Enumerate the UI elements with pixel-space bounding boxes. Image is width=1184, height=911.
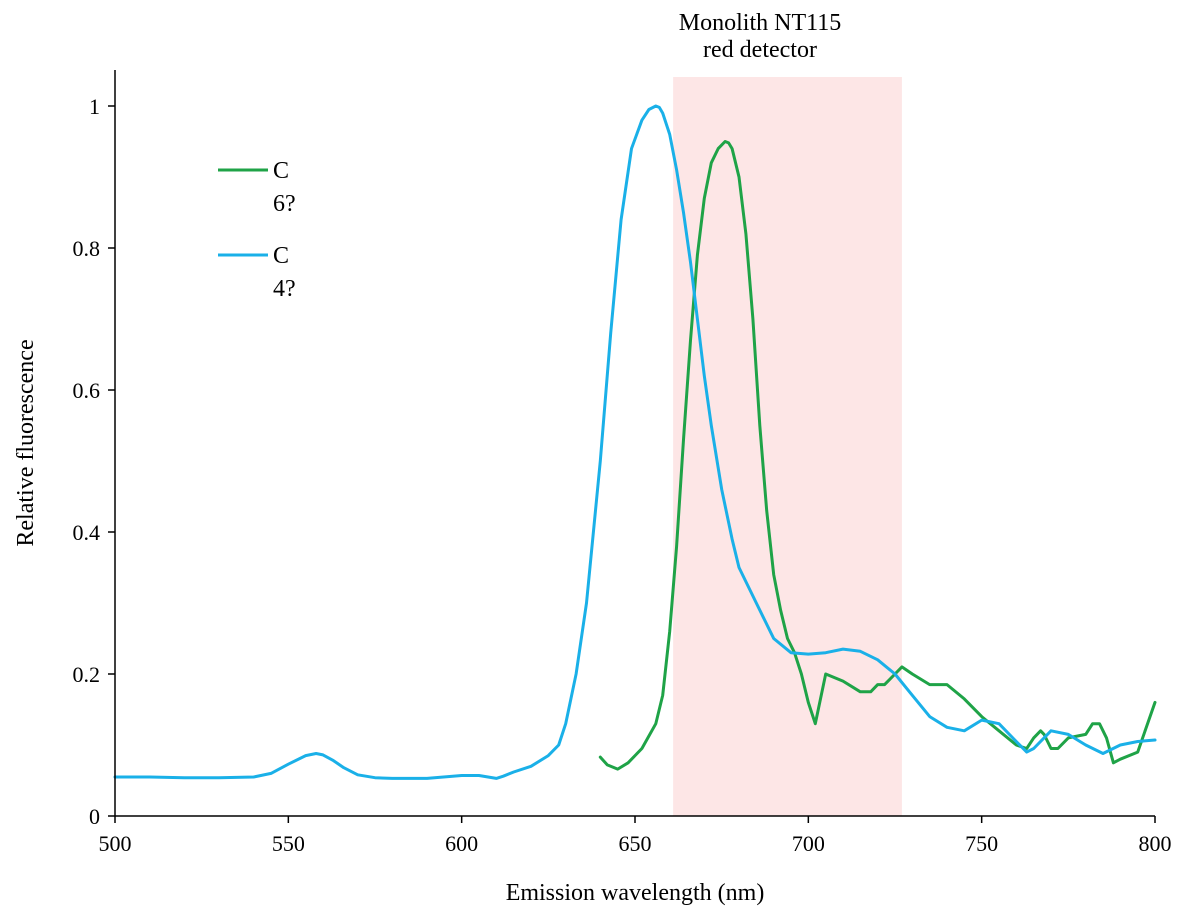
x-tick-label: 650 bbox=[619, 831, 652, 856]
y-axis-label: Relative fluorescence bbox=[13, 339, 39, 546]
series-line-2 bbox=[113, 104, 1157, 780]
x-tick-label: 800 bbox=[1139, 831, 1172, 856]
series-line-1 bbox=[598, 140, 1157, 771]
y-tick-label: 1 bbox=[89, 94, 100, 119]
band-label-line: red detector bbox=[703, 37, 817, 63]
y-tick-label: 0.4 bbox=[73, 520, 101, 545]
x-tick-label: 750 bbox=[965, 831, 998, 856]
y-tick-label: 0.6 bbox=[73, 378, 101, 403]
y-tick-label: 0 bbox=[89, 804, 100, 829]
legend-entry-1-line-2: 6? bbox=[273, 191, 296, 217]
legend-entry-2-line-2: 4? bbox=[273, 276, 296, 302]
x-axis-label: Emission wavelength (nm) bbox=[506, 880, 765, 906]
legend: C 6? C 4? bbox=[218, 158, 296, 302]
x-tick-label: 550 bbox=[272, 831, 305, 856]
y-tick-label: 0.2 bbox=[73, 662, 101, 687]
y-tick-label: 0.8 bbox=[73, 236, 101, 261]
x-tick-label: 600 bbox=[445, 831, 478, 856]
band-label-line: Monolith NT115 bbox=[679, 10, 841, 36]
x-tick-label: 700 bbox=[792, 831, 825, 856]
x-tick-label: 500 bbox=[99, 831, 132, 856]
legend-entry-2-line-1: C bbox=[273, 243, 289, 269]
legend-entry-1-line-1: C bbox=[273, 158, 289, 184]
